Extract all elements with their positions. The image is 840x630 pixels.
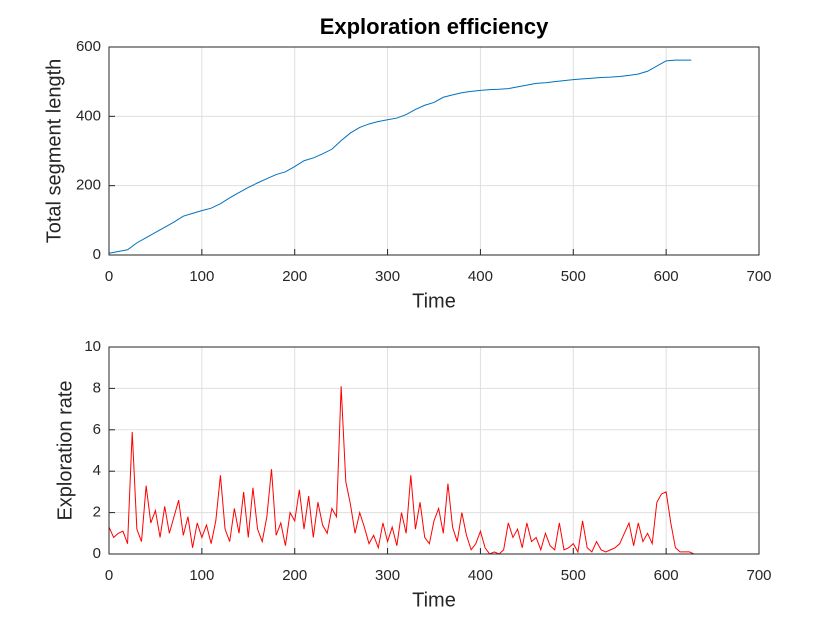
y-axis-label: Exploration rate: [54, 380, 76, 520]
y-tick-label: 0: [93, 545, 101, 562]
x-tick-label: 700: [746, 268, 771, 285]
x-tick-label: 200: [282, 567, 307, 584]
x-tick-label: 0: [105, 268, 113, 285]
y-tick-label: 8: [93, 379, 101, 396]
x-tick-label: 700: [746, 567, 771, 584]
x-tick-label: 400: [468, 567, 493, 584]
y-tick-label: 0: [93, 246, 101, 263]
x-tick-label: 600: [654, 268, 679, 285]
y-tick-label: 6: [93, 421, 101, 438]
x-tick-label: 600: [654, 567, 679, 584]
x-tick-label: 200: [282, 268, 307, 285]
data-line: [108, 59, 692, 254]
axes-box: [108, 46, 760, 256]
x-tick-label: 500: [561, 268, 586, 285]
plot-area: [109, 47, 759, 255]
x-tick-label: 100: [189, 567, 214, 584]
x-tick-label: 0: [105, 567, 113, 584]
y-tick-label: 400: [76, 107, 101, 124]
y-tick-label: 2: [93, 504, 101, 521]
x-tick-label: 500: [561, 567, 586, 584]
x-axis-label: Time: [412, 290, 456, 312]
x-tick-label: 100: [189, 268, 214, 285]
y-axis-label: Total segment length: [43, 59, 65, 244]
y-tick-label: 200: [76, 177, 101, 194]
x-tick-label: 300: [375, 268, 400, 285]
x-tick-label: 400: [468, 268, 493, 285]
y-tick-label: 4: [93, 462, 101, 479]
y-tick-label: 600: [76, 38, 101, 55]
x-axis-label: Time: [412, 589, 456, 611]
chart-title: Exploration efficiency: [320, 14, 549, 39]
x-tick-label: 300: [375, 567, 400, 584]
y-tick-label: 10: [84, 338, 101, 355]
axes-box: [108, 346, 760, 555]
data-line: [108, 386, 695, 555]
